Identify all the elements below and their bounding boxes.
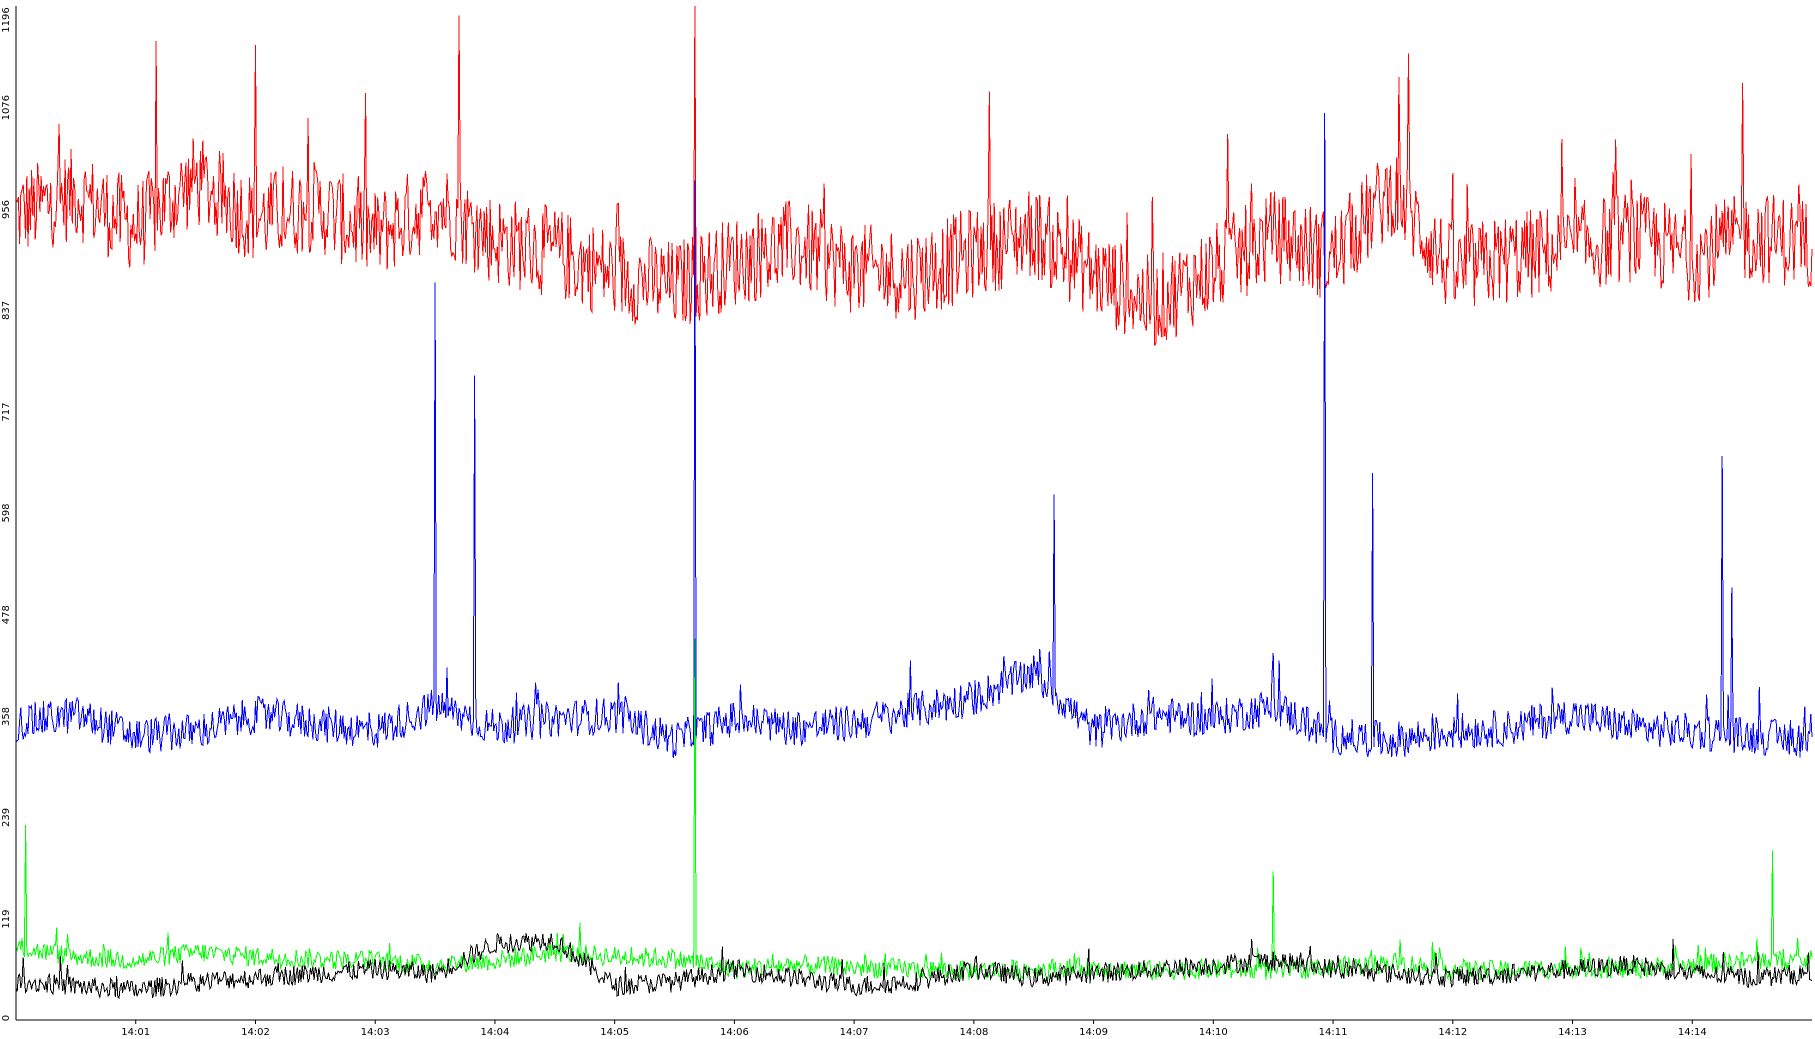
blue-series-line	[15, 112, 1813, 759]
x-tick-label: 14:02	[241, 1027, 270, 1038]
y-tick-label: 717	[1, 403, 12, 422]
x-tick-label: 14:01	[121, 1027, 150, 1038]
x-tick-label: 14:09	[1079, 1027, 1108, 1038]
x-tick-label: 14:14	[1678, 1027, 1707, 1038]
x-tick-label: 14:03	[361, 1027, 390, 1038]
series-layer	[15, 5, 1813, 1000]
x-tick-label: 14:06	[720, 1027, 749, 1038]
y-tick-label: 598	[1, 503, 12, 522]
y-tick-label: 837	[1, 301, 12, 320]
y-tick-label: 1076	[1, 95, 12, 120]
x-tick-label: 14:12	[1438, 1027, 1467, 1038]
x-tick-label: 14:07	[840, 1027, 869, 1038]
green-series-line	[15, 638, 1813, 981]
y-tick-label: 0	[1, 1015, 12, 1021]
y-tick-label: 239	[1, 808, 12, 827]
y-tick-label: 119	[1, 910, 12, 929]
x-tick-label: 14:10	[1199, 1027, 1228, 1038]
axis-layer: 0 119 239 358 478 598 717 837 956 1076 1196 14:01 14…	[1, 6, 1812, 1038]
x-tick-label: 14:04	[480, 1027, 509, 1038]
y-tick-label: 956	[1, 200, 12, 219]
x-tick-label: 14:05	[600, 1027, 629, 1038]
y-tick-label: 1196	[1, 7, 12, 32]
x-tick-label: 14:11	[1319, 1027, 1348, 1038]
y-tick-label: 478	[1, 605, 12, 624]
y-tick-label: 358	[1, 707, 12, 726]
black-series-line	[15, 932, 1813, 1000]
red-series-line	[15, 5, 1813, 346]
x-tick-label: 14:13	[1558, 1027, 1587, 1038]
x-tick-label: 14:08	[959, 1027, 988, 1038]
